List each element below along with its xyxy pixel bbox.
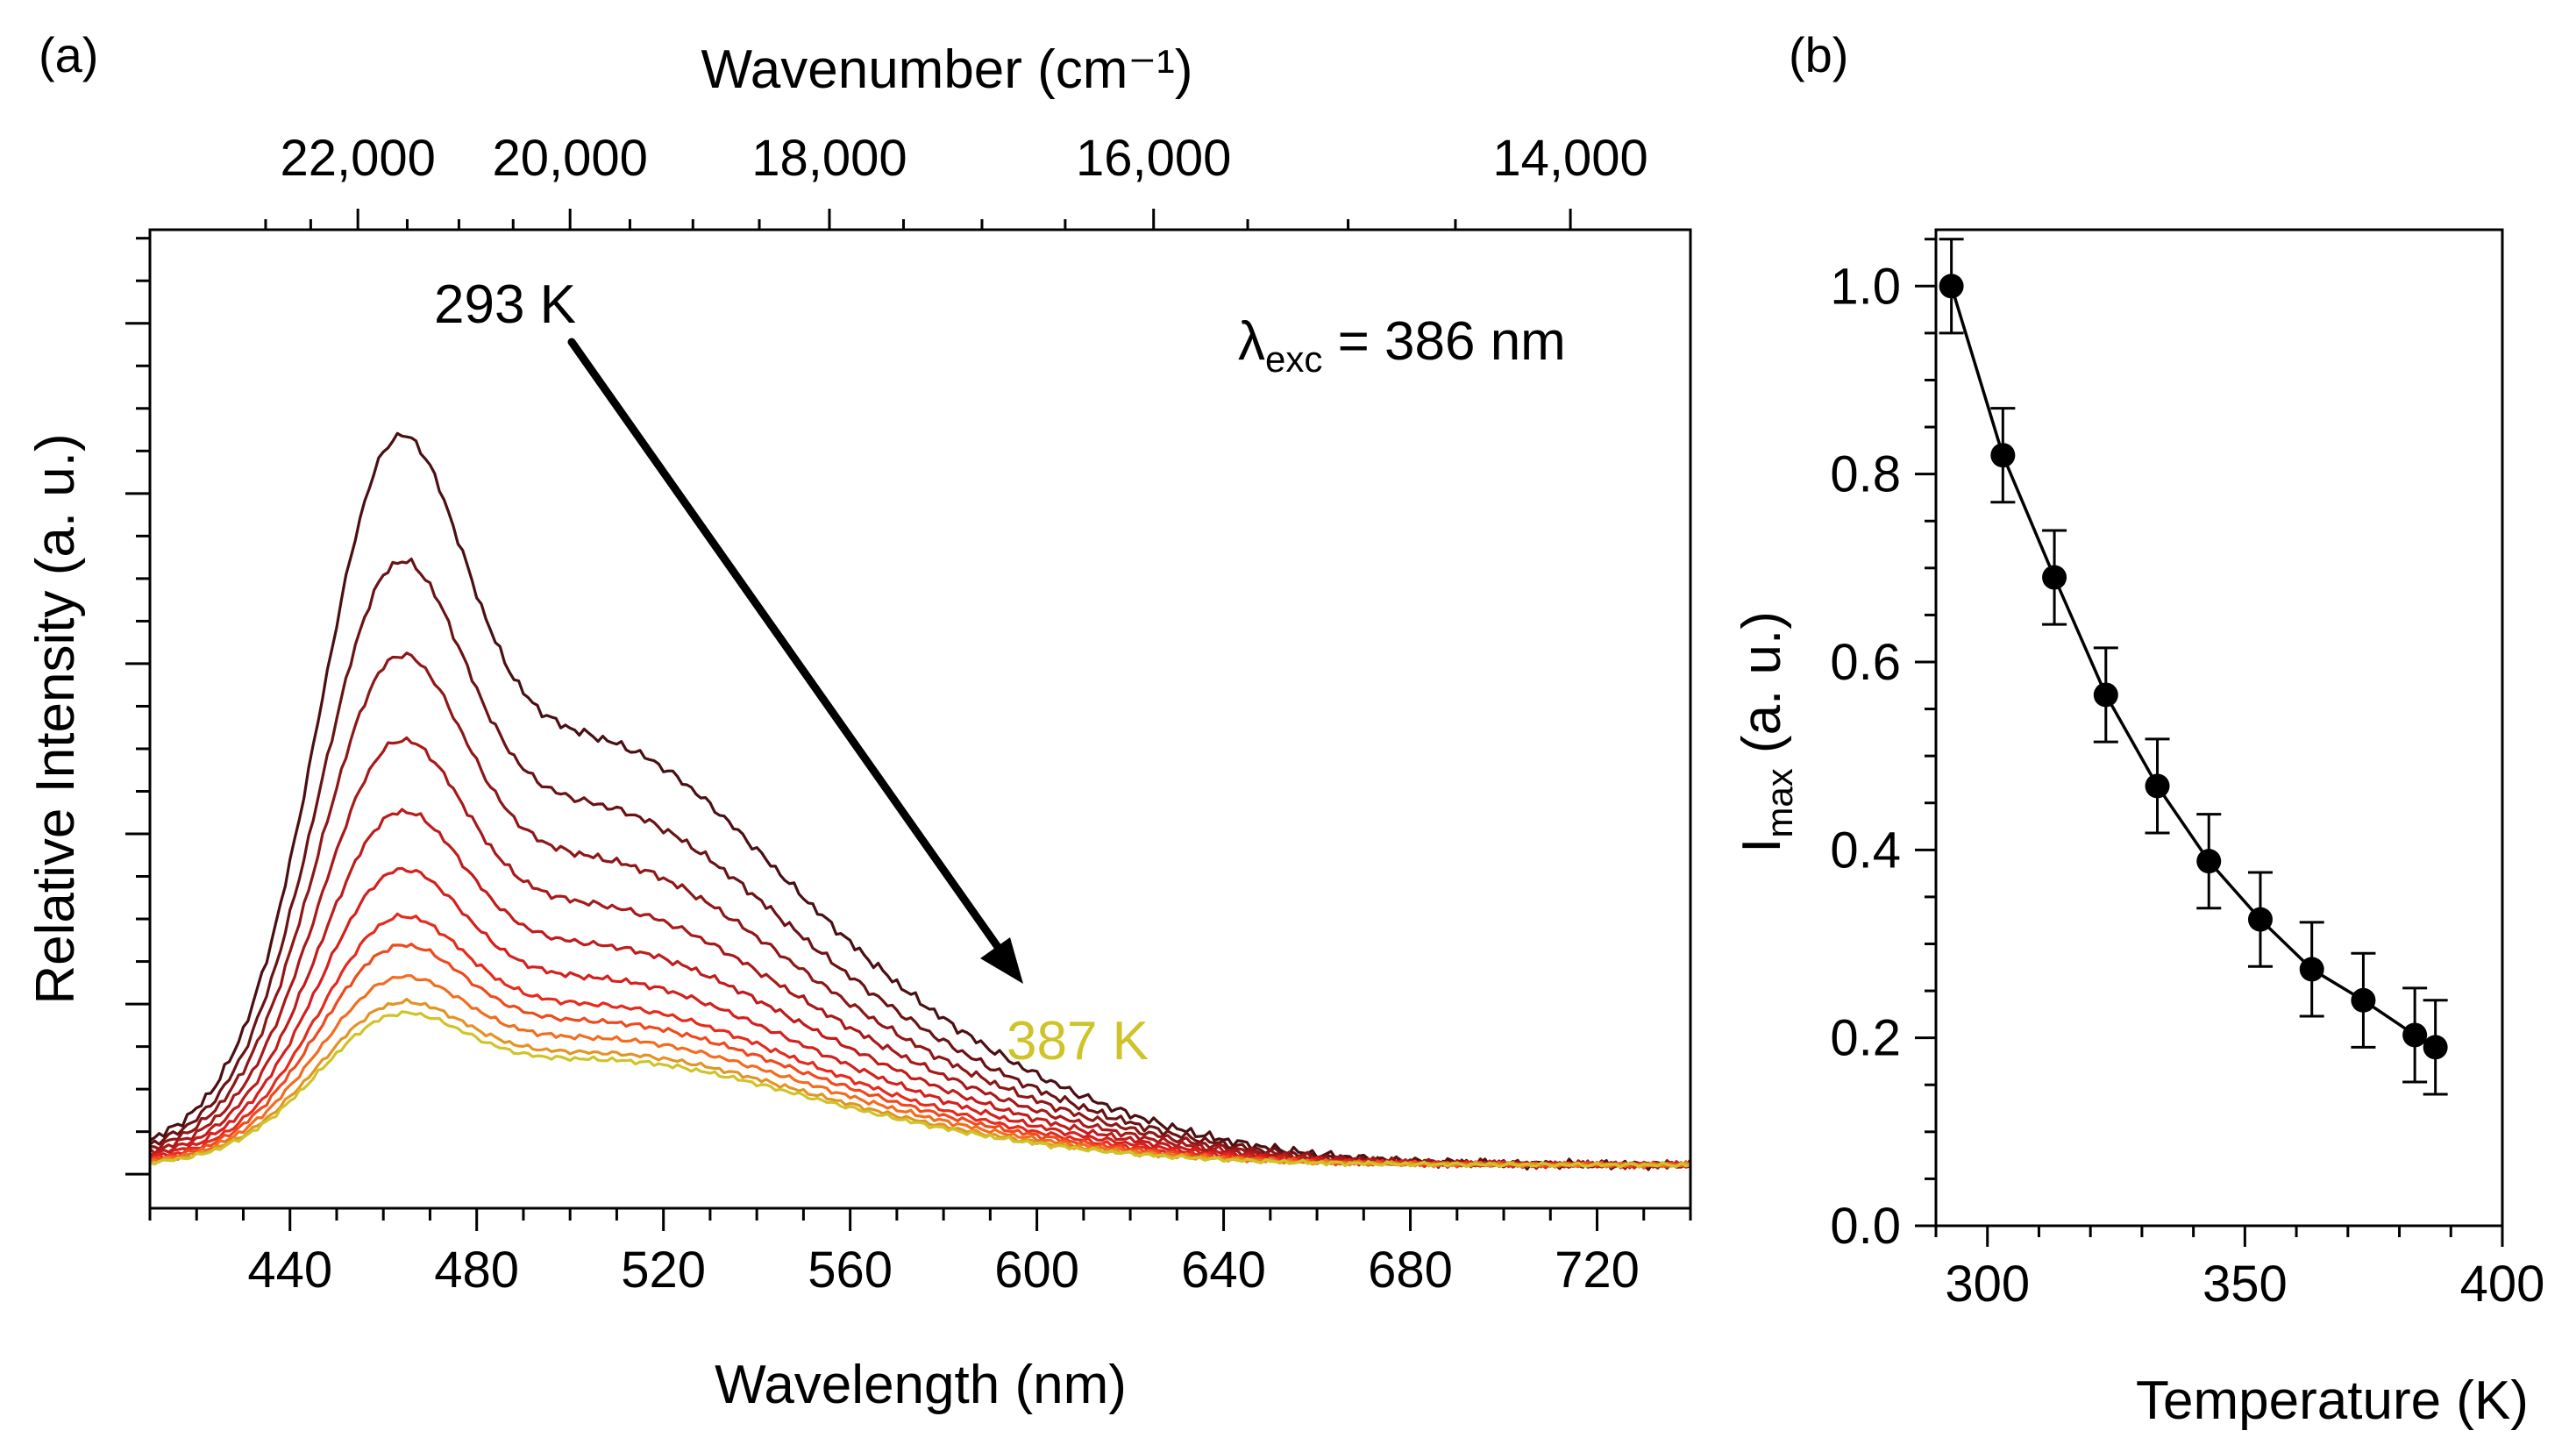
top-axis-ticks: 22,000 20,000 18,000 16,000 14,000	[264, 130, 1648, 230]
panel-b-y-axis-title: Imax (a. u.)	[1732, 611, 1800, 853]
panel-b-label: (b)	[1789, 27, 1848, 82]
spectrum-333k	[149, 808, 1691, 1170]
data-point-303k	[1990, 443, 2016, 468]
x-tick-label: 600	[994, 1242, 1079, 1299]
top-tick-label: 16,000	[1076, 130, 1231, 187]
panel-b-y-axis-sub: max	[1759, 768, 1800, 837]
panel-a-spectra-chart: 440 480 520 560 600 640 680 720 22,000 20,000 18,…	[25, 39, 1692, 1415]
excitation-symbol: λ	[1238, 311, 1265, 372]
panel-a-frame	[148, 228, 1692, 1210]
data-point-383k	[2402, 1022, 2428, 1048]
b-y-tick-label: 1.0	[1830, 258, 1901, 315]
x-axis-title: Wavelength (nm)	[715, 1355, 1127, 1415]
x-tick-label: 680	[1368, 1242, 1453, 1299]
data-point-323k	[2093, 682, 2118, 708]
excitation-annotation: λexc = 386 nm	[1238, 311, 1566, 380]
panel-b-y-ticks: 0.0 0.2 0.4 0.6 0.8 1.0	[1830, 238, 1936, 1255]
intensity-line	[1949, 285, 2437, 1049]
data-point-313k	[2042, 565, 2067, 590]
panel-b-y-axis-main: I	[1732, 838, 1792, 853]
bottom-axis-ticks: 440 480 520 560 600 640 680 720	[148, 1208, 1692, 1299]
data-point-343k	[2196, 849, 2222, 874]
x-tick-label: 640	[1181, 1242, 1266, 1299]
excitation-subscript: exc	[1265, 338, 1322, 380]
data-point-353k	[2247, 907, 2273, 932]
data-point-293k	[1939, 274, 1964, 299]
b-y-tick-label: 0.6	[1830, 634, 1901, 691]
panel-b-x-ticks: 300 350 400	[1934, 1226, 2545, 1313]
b-y-tick-label: 0.8	[1830, 446, 1901, 503]
top-tick-label: 14,000	[1492, 130, 1647, 187]
x-tick-label: 440	[247, 1242, 332, 1299]
spectra-series-group	[148, 431, 1692, 1171]
y-axis-title: Relative Intensity (a. u.)	[25, 433, 86, 1004]
top-tick-label: 20,000	[492, 130, 647, 187]
excitation-value: = 386 nm	[1322, 311, 1565, 372]
b-x-tick-label: 350	[2202, 1256, 2288, 1313]
b-y-tick-label: 0.0	[1830, 1198, 1901, 1255]
spectrum-363k	[149, 942, 1691, 1169]
b-x-tick-label: 300	[1945, 1256, 2030, 1313]
top-axis-title: Wavenumber (cm⁻¹)	[701, 39, 1193, 100]
b-x-tick-label: 400	[2460, 1256, 2545, 1313]
x-tick-label: 480	[434, 1242, 519, 1299]
data-point-387k	[2423, 1035, 2448, 1060]
data-point-373k	[2351, 987, 2376, 1013]
panel-b-data	[1939, 238, 2448, 1096]
spectrum-293k	[149, 431, 1692, 1171]
b-y-tick-label: 0.4	[1830, 822, 1901, 879]
top-tick-label: 18,000	[751, 130, 907, 187]
data-point-333k	[2145, 773, 2170, 799]
end-temperature-label: 387 K	[1007, 1011, 1149, 1071]
panel-b-intensity-chart: 300 350 400 0.0 0.2 0.4 0.6 0.8 1.0 Temperature…	[1732, 228, 2545, 1431]
spectrum-383k	[149, 997, 1691, 1169]
left-axis-ticks	[125, 237, 150, 1176]
panel-b-x-axis-title: Temperature (K)	[2136, 1370, 2529, 1431]
panel-b-frame	[1934, 228, 2504, 1228]
spectrum-387k	[149, 1010, 1691, 1169]
b-y-tick-label: 0.2	[1830, 1010, 1901, 1067]
start-temperature-label: 293 K	[434, 274, 576, 335]
x-tick-label: 560	[808, 1242, 893, 1299]
data-point-363k	[2299, 957, 2324, 982]
top-tick-label: 22,000	[280, 130, 435, 187]
x-tick-label: 520	[621, 1242, 706, 1299]
panel-a-label: (a)	[39, 27, 98, 82]
x-tick-label: 720	[1555, 1242, 1640, 1299]
panel-b-y-axis-rest: (a. u.)	[1732, 611, 1792, 768]
temperature-trend-arrow	[567, 338, 1023, 984]
